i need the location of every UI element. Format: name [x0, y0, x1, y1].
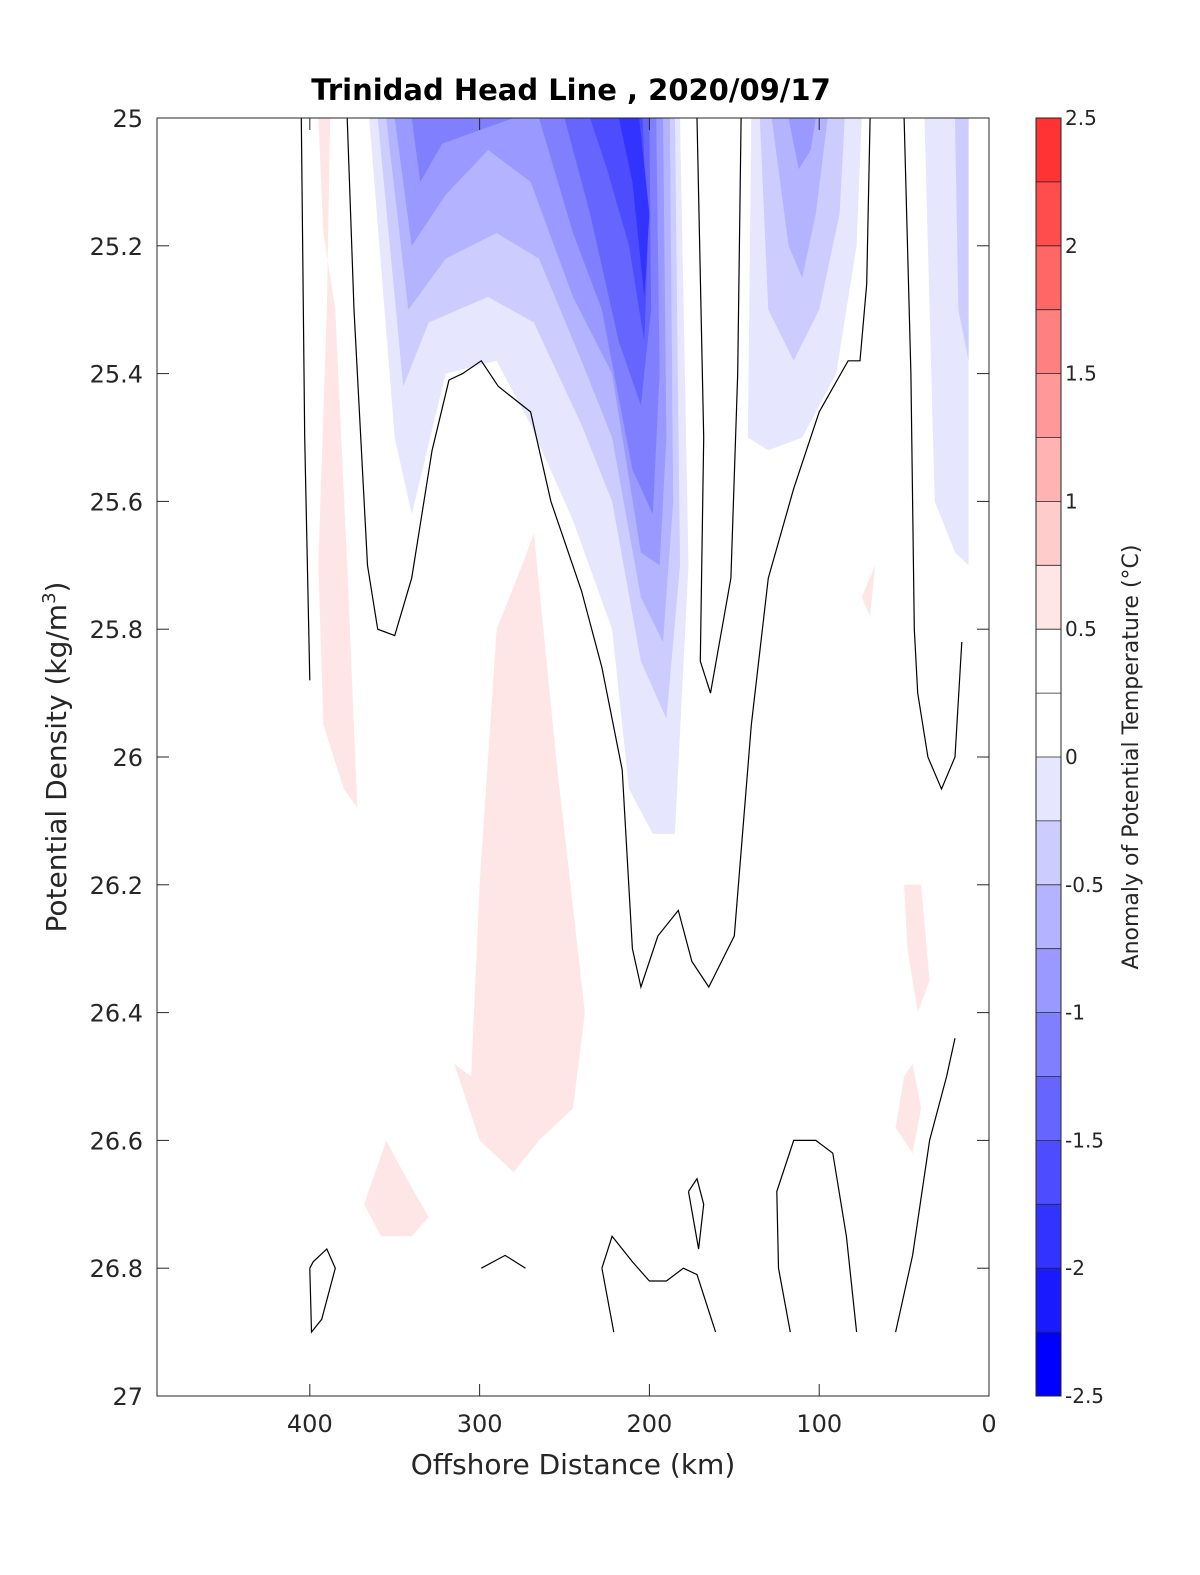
- y-tick-label: 25.4: [90, 361, 143, 389]
- colorbar-tick-label: -1: [1065, 1001, 1085, 1025]
- anomaly-regions: [318, 118, 969, 1237]
- y-tick-label: 27: [112, 1383, 143, 1411]
- colorbar-segment: [1036, 884, 1061, 950]
- colorbar-segment: [1036, 693, 1061, 758]
- colorbar-tick-label: -0.5: [1065, 873, 1104, 897]
- zero-contour-line: [346, 118, 871, 990]
- zero-contour-line: [903, 118, 963, 791]
- y-tick-label: 26.6: [90, 1127, 143, 1155]
- anomaly-region: [411, 118, 514, 182]
- anomaly-region: [861, 565, 876, 617]
- y-axis-title-suffix: ): [40, 582, 73, 593]
- colorbar-tick-label: -2.5: [1065, 1384, 1104, 1408]
- colorbar-title: Anomaly of Potential Temperature (°C): [1119, 545, 1144, 970]
- y-axis-title-main: Potential Density (kg/m: [40, 604, 73, 933]
- anomaly-region: [895, 1063, 922, 1154]
- y-tick-label: 25.8: [90, 616, 143, 644]
- anomaly-region: [318, 118, 358, 809]
- colorbar-tick-label: 2: [1065, 234, 1078, 258]
- colorbar-segment: [1036, 1076, 1061, 1141]
- colorbar-segment: [1036, 1140, 1061, 1205]
- colorbar-tick-label: 1: [1065, 489, 1078, 513]
- colorbar-tick-label: -2: [1065, 1256, 1085, 1280]
- colorbar-tick-label: -1.5: [1065, 1128, 1104, 1152]
- colorbar-segment: [1036, 820, 1061, 886]
- colorbar-segment: [1036, 181, 1061, 247]
- y-tick-label: 26.4: [90, 1000, 143, 1028]
- zero-contour-line: [300, 118, 311, 681]
- colorbar-tick-label: 0: [1065, 745, 1078, 769]
- y-axis-ticks: 25 25.2 25.4 25.6 25.8 26 26.2 26.4 26.6 26.8 27: [90, 105, 989, 1411]
- colorbar-tick-label: 1.5: [1065, 362, 1097, 386]
- colorbar-tick-label: 2.5: [1065, 106, 1097, 130]
- x-axis-title: Offshore Distance (km): [411, 1448, 736, 1481]
- x-tick-label: 0: [981, 1410, 996, 1438]
- colorbar-segment: [1036, 1012, 1061, 1077]
- y-tick-label: 26.2: [90, 872, 143, 900]
- colorbar-segment: [1036, 373, 1061, 438]
- zero-contour-line: [601, 1235, 717, 1333]
- zero-contour-line: [481, 1254, 526, 1269]
- colorbar-segment: [1036, 118, 1061, 183]
- colorbar-tick-label: 0.5: [1065, 617, 1097, 641]
- anomaly-region: [955, 118, 969, 361]
- colorbar: 2.5 2 1.5 1 0.5 0 -0.5 -1 -1.5 -2 -2.5: [1035, 106, 1104, 1408]
- anomaly-region: [364, 1140, 429, 1237]
- y-tick-label: 25: [112, 105, 143, 133]
- x-tick-label: 300: [457, 1410, 503, 1438]
- x-tick-label: 100: [796, 1410, 842, 1438]
- y-tick-label: 26.8: [90, 1255, 143, 1283]
- colorbar-segment: [1036, 565, 1061, 630]
- y-axis-title-superscript: 3: [39, 592, 60, 603]
- colorbar-segment: [1036, 309, 1061, 375]
- y-axis-title: Potential Density (kg/m3): [39, 582, 73, 933]
- x-tick-label: 400: [287, 1410, 333, 1438]
- zero-contour-line: [895, 1038, 956, 1333]
- colorbar-segment: [1036, 757, 1061, 822]
- colorbar-segment: [1036, 501, 1061, 566]
- zero-contour-line: [696, 118, 742, 694]
- colorbar-segment: [1036, 437, 1061, 502]
- zero-contour-line: [601, 1268, 615, 1333]
- colorbar-segment: [1036, 629, 1061, 694]
- y-tick-label: 25.6: [90, 488, 143, 516]
- anomaly-region: [454, 533, 585, 1173]
- anomaly-region: [788, 118, 816, 170]
- y-tick-label: 26: [112, 744, 143, 772]
- anomaly-region: [904, 884, 930, 1013]
- chart-title: Trinidad Head Line , 2020/09/17: [311, 73, 831, 107]
- colorbar-segment: [1036, 245, 1061, 311]
- colorbar-segment: [1036, 1332, 1061, 1397]
- colorbar-segment: [1036, 948, 1061, 1014]
- zero-contour-line: [776, 1139, 858, 1333]
- zero-contour-line: [687, 1177, 705, 1250]
- y-tick-label: 25.2: [90, 233, 143, 261]
- x-tick-label: 200: [627, 1410, 673, 1438]
- x-axis-ticks: 400 300 200 100 0: [287, 118, 997, 1438]
- anomaly-region: [618, 118, 650, 297]
- colorbar-segment: [1036, 1268, 1061, 1333]
- colorbar-segment: [1036, 1204, 1061, 1269]
- zero-contours: [300, 118, 963, 1334]
- anomaly-region: [771, 118, 828, 278]
- zero-contour-line: [309, 1247, 336, 1334]
